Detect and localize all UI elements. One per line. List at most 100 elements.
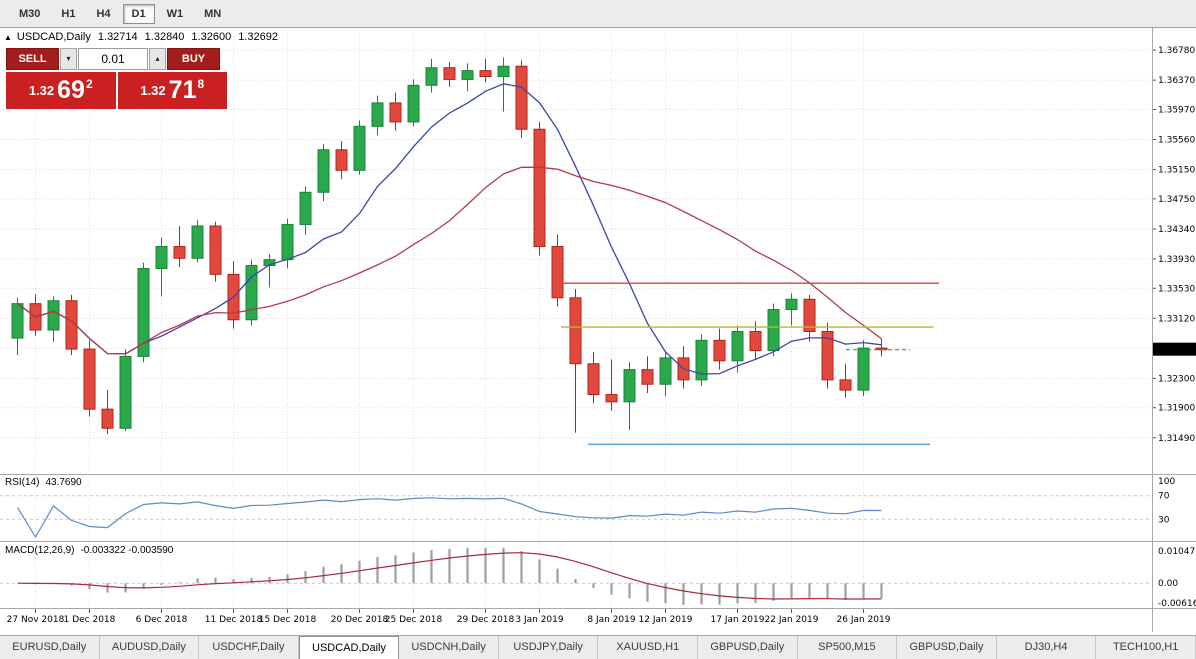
macd-indicator-label: MACD(12,26,9) -0.003322 -0.003590: [5, 545, 173, 556]
candle[interactable]: [83, 348, 96, 410]
candles-layer[interactable]: [11, 57, 888, 435]
volume-input[interactable]: [78, 48, 148, 70]
candle[interactable]: [749, 331, 762, 352]
price-axis-label: 1.33930: [1158, 255, 1195, 265]
candle[interactable]: [425, 67, 438, 86]
candle[interactable]: [533, 128, 546, 248]
chevron-down-icon: ▾: [66, 54, 71, 63]
candle[interactable]: [803, 298, 816, 333]
timeframe-button-H1[interactable]: H1: [52, 4, 84, 24]
bid-price-main: 69: [57, 76, 85, 104]
chart-tab[interactable]: TECH100,H1: [1096, 636, 1196, 659]
chart-window[interactable]: 27 Nov 2018 1 Dec 2018 6 Dec 2018 11 Dec 20…: [0, 28, 1196, 635]
ma-slow-line: [17, 166, 882, 355]
candle[interactable]: [731, 331, 744, 362]
chart-tab[interactable]: EURUSD,Daily: [0, 636, 100, 659]
price-axis-label: 1.34340: [1158, 225, 1195, 235]
candle[interactable]: [515, 65, 528, 130]
candle[interactable]: [479, 70, 492, 78]
chart-tab[interactable]: USDCHF,Daily: [199, 636, 299, 659]
collapse-arrow-icon[interactable]: ▲: [4, 32, 12, 42]
date-axis-label: 25 Dec 2018: [385, 615, 443, 625]
bid-price-display[interactable]: 1.32 69 2: [6, 72, 116, 109]
timeframe-button-D1[interactable]: D1: [122, 3, 155, 24]
candle[interactable]: [641, 369, 654, 385]
candle[interactable]: [317, 149, 330, 193]
price-axis-label: 1.35970: [1158, 105, 1195, 115]
candle[interactable]: [65, 300, 78, 350]
price-axis-label: 1.35150: [1158, 166, 1195, 176]
candle[interactable]: [695, 339, 708, 381]
candle[interactable]: [353, 125, 366, 171]
date-axis-label: 1 Dec 2018: [64, 615, 116, 625]
candle[interactable]: [659, 357, 672, 385]
candle[interactable]: [569, 297, 582, 365]
candle[interactable]: [767, 309, 780, 352]
candle[interactable]: [587, 363, 600, 396]
date-axis-label: 22 Jan 2019: [765, 615, 819, 625]
candle[interactable]: [623, 369, 636, 403]
ask-price-prefix: 1.32: [140, 83, 166, 98]
candle[interactable]: [857, 347, 870, 391]
candle[interactable]: [11, 303, 24, 339]
price-axis-label: 1.31900: [1158, 404, 1195, 414]
candle[interactable]: [821, 331, 834, 381]
chart-tab[interactable]: USDJPY,Daily: [498, 636, 599, 659]
volume-decrease-button[interactable]: ▾: [60, 48, 77, 70]
chart-tab[interactable]: GBPUSD,Daily: [897, 636, 997, 659]
candlestick-chart[interactable]: 27 Nov 2018 1 Dec 2018 6 Dec 2018 11 Dec 20…: [0, 28, 1196, 635]
horizontal-lines-layer[interactable]: [561, 282, 939, 446]
timeframe-button-H4[interactable]: H4: [87, 4, 119, 24]
ask-price-display[interactable]: 1.32 71 8: [117, 72, 227, 109]
chart-symbol-label: USDCAD,Daily: [16, 31, 91, 43]
price-axis-label: 1.36780: [1158, 46, 1195, 56]
sell-button[interactable]: SELL: [6, 48, 59, 70]
buy-button[interactable]: BUY: [167, 48, 220, 70]
candle[interactable]: [785, 298, 798, 311]
candle[interactable]: [443, 67, 456, 80]
chart-tab[interactable]: XAUUSD,H1: [598, 636, 699, 659]
chart-tab[interactable]: SP500,M15: [797, 636, 898, 659]
chevron-up-icon: ▴: [155, 54, 160, 63]
candle[interactable]: [137, 267, 150, 357]
volume-increase-button[interactable]: ▴: [149, 48, 166, 70]
candle[interactable]: [191, 225, 204, 259]
date-axis-label: 17 Jan 2019: [711, 615, 765, 625]
rsi-axis-label: 30: [1158, 515, 1170, 525]
candle[interactable]: [173, 246, 186, 259]
candle[interactable]: [335, 149, 348, 171]
ma-fast-line: [17, 83, 882, 375]
candle[interactable]: [605, 394, 618, 403]
candle[interactable]: [155, 246, 168, 269]
bid-price-pip: 2: [85, 77, 93, 91]
chart-tab[interactable]: USDCAD,Daily: [298, 636, 400, 659]
candle[interactable]: [461, 70, 474, 80]
candle[interactable]: [371, 102, 384, 127]
candle[interactable]: [245, 265, 258, 321]
candle[interactable]: [47, 300, 60, 331]
rsi-axis-label: 100: [1158, 477, 1175, 487]
candle[interactable]: [407, 84, 420, 123]
candle[interactable]: [209, 225, 222, 275]
candle[interactable]: [839, 379, 852, 391]
ohlc-high: 1.32840: [144, 31, 185, 43]
ask-price-pip: 8: [197, 77, 205, 91]
timeframe-button-W1[interactable]: W1: [158, 4, 193, 24]
chart-tab[interactable]: AUDUSD,Daily: [99, 636, 200, 659]
timeframe-button-M30[interactable]: M30: [10, 4, 49, 24]
chart-tab[interactable]: USDCNH,Daily: [399, 636, 499, 659]
date-axis-label: 6 Dec 2018: [136, 615, 188, 625]
chart-tab[interactable]: GBPUSD,Daily: [698, 636, 798, 659]
candle[interactable]: [299, 191, 312, 226]
timeframe-button-MN[interactable]: MN: [195, 4, 230, 24]
chart-tab[interactable]: DJ30,H4: [996, 636, 1097, 659]
rsi-axis-label: 70: [1158, 492, 1170, 502]
candle[interactable]: [497, 65, 510, 78]
macd-axis-zero: 0.00: [1158, 579, 1178, 589]
candle[interactable]: [713, 339, 726, 362]
candle[interactable]: [389, 102, 402, 123]
candle[interactable]: [281, 224, 294, 261]
candle[interactable]: [551, 246, 564, 299]
candle[interactable]: [119, 355, 132, 429]
candle[interactable]: [101, 408, 114, 429]
